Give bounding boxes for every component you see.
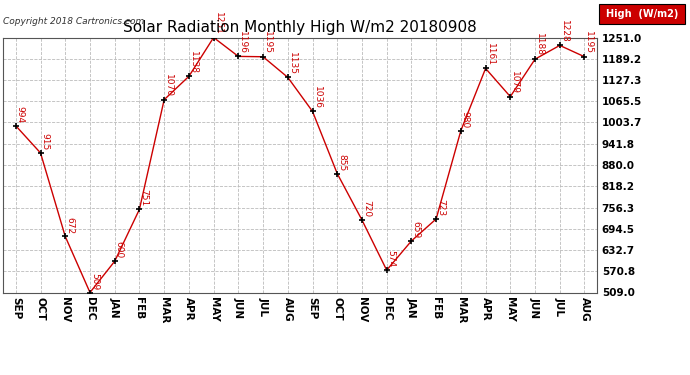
Text: 600: 600 [115, 241, 124, 258]
Text: 1161: 1161 [486, 43, 495, 66]
Text: 1135: 1135 [288, 52, 297, 75]
Text: 509: 509 [90, 273, 99, 290]
Text: Copyright 2018 Cartronics.com: Copyright 2018 Cartronics.com [3, 17, 145, 26]
Text: 855: 855 [337, 154, 346, 171]
Text: 720: 720 [362, 200, 371, 217]
Text: 1195: 1195 [263, 31, 272, 54]
Text: 1070: 1070 [164, 74, 173, 97]
Text: 672: 672 [66, 217, 75, 234]
Text: 574: 574 [386, 250, 395, 267]
Text: High  (W/m2): High (W/m2) [606, 9, 678, 19]
Text: 1036: 1036 [313, 86, 322, 109]
Text: 994: 994 [16, 106, 25, 123]
Text: 1188: 1188 [535, 33, 544, 56]
Text: 1228: 1228 [560, 20, 569, 43]
Text: 751: 751 [139, 189, 148, 207]
Text: 1079: 1079 [511, 71, 520, 94]
Text: 1196: 1196 [238, 31, 247, 54]
Text: 1251: 1251 [214, 12, 223, 35]
Text: 1195: 1195 [584, 31, 593, 54]
Text: 659: 659 [411, 221, 420, 238]
Text: 980: 980 [461, 111, 470, 128]
Text: 915: 915 [41, 133, 50, 150]
Text: 1138: 1138 [189, 51, 198, 74]
Text: 723: 723 [436, 199, 445, 216]
Title: Solar Radiation Monthly High W/m2 20180908: Solar Radiation Monthly High W/m2 201809… [124, 20, 477, 35]
